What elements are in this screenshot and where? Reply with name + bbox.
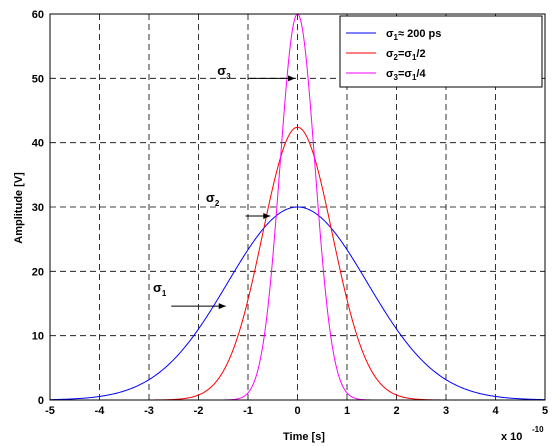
y-tick-label: 10 — [32, 331, 44, 343]
legend: σ1≈ 200 ps σ2=σ1/2 σ3=σ1/4 — [339, 15, 543, 88]
annotation-arrowhead — [263, 213, 271, 220]
y-tick-label: 50 — [32, 73, 44, 85]
annotation-sigma-3: σ3 — [217, 63, 231, 81]
y-tick-label: 30 — [32, 202, 44, 214]
legend-box — [339, 15, 543, 88]
x-tick-label: 0 — [294, 405, 300, 417]
x-tick-label: 5 — [542, 405, 548, 417]
y-tick-label: 0 — [38, 395, 44, 407]
x-axis-multiplier-exponent: -10 — [532, 425, 544, 434]
x-tick-label: 2 — [393, 405, 399, 417]
legend-label-3: σ3=σ1/4 — [386, 68, 426, 82]
x-tick-label: -1 — [243, 405, 253, 417]
x-axis-multiplier: x 10 — [501, 431, 522, 443]
x-axis-label: Time [s] — [283, 431, 325, 443]
x-tick-label: 4 — [492, 405, 499, 417]
y-axis-label: Amplitude [V] — [13, 172, 25, 244]
plot-frame — [49, 13, 546, 401]
x-tick-label: -3 — [144, 405, 154, 417]
legend-label-2: σ2=σ1/2 — [386, 48, 426, 62]
y-tick-label: 60 — [32, 9, 44, 21]
x-tick-label: -2 — [194, 405, 204, 417]
x-tick-label: 1 — [344, 405, 350, 417]
annotation-arrowhead — [218, 303, 226, 310]
y-tick-label: 40 — [32, 138, 44, 150]
annotation-sigma-2: σ2 — [206, 190, 220, 208]
x-tick-label: -4 — [95, 405, 106, 417]
x-tick-label: 3 — [443, 405, 449, 417]
annotations: σ3 σ2 σ1 — [153, 63, 296, 310]
series-line-1 — [49, 206, 546, 401]
legend-label-1: σ1≈ 200 ps — [386, 28, 441, 42]
y-tick-label: 20 — [32, 266, 44, 278]
annotation-arrowhead — [288, 75, 296, 82]
annotation-sigma-1: σ1 — [153, 280, 167, 298]
x-tick-label: -5 — [45, 405, 55, 417]
